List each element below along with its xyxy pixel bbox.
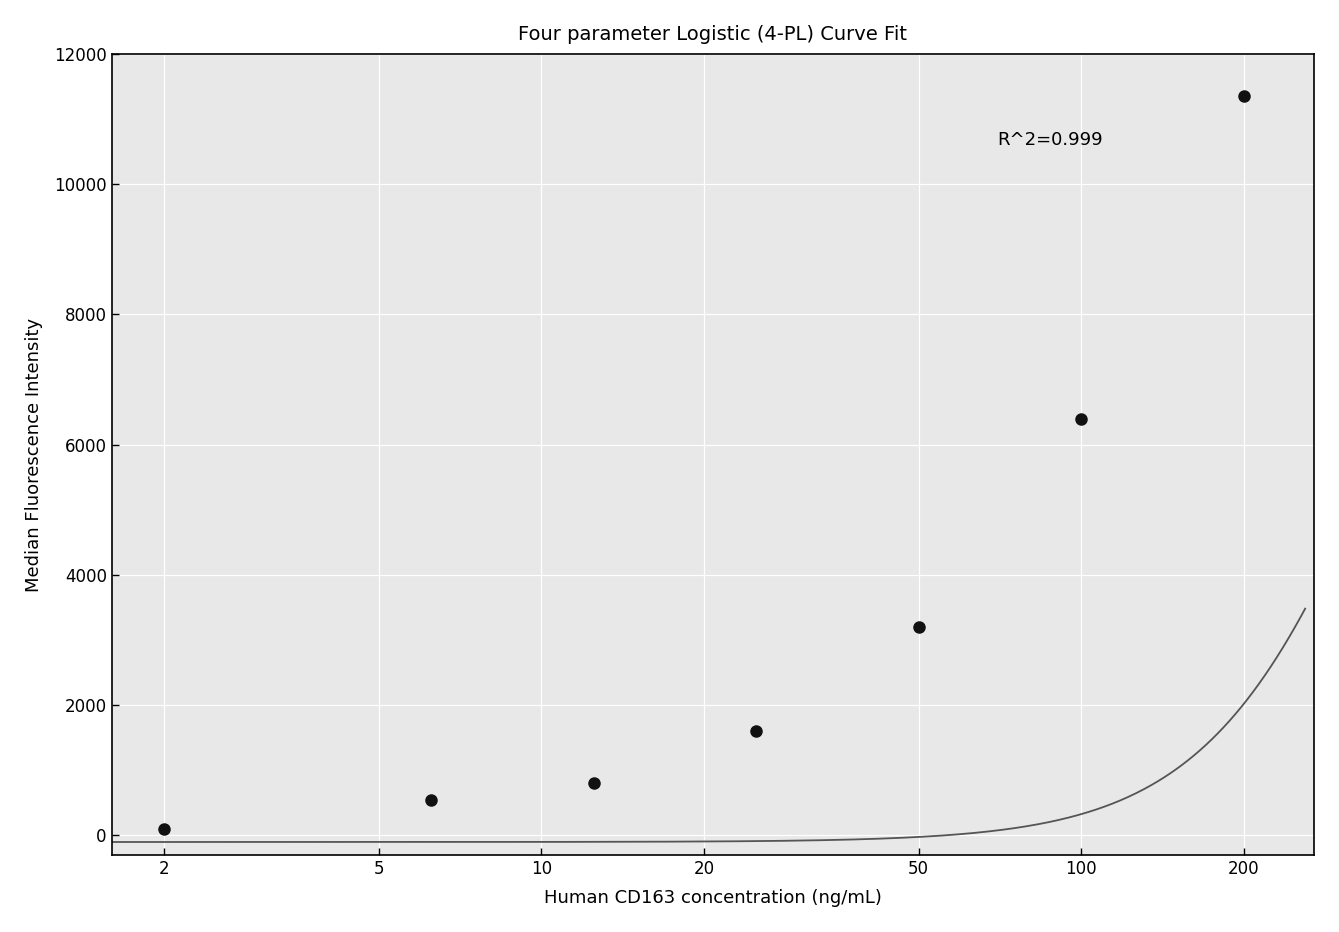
Point xyxy=(154,821,175,836)
X-axis label: Human CD163 concentration (ng/mL): Human CD163 concentration (ng/mL) xyxy=(544,889,882,907)
Text: R^2=0.999: R^2=0.999 xyxy=(998,131,1103,149)
Point xyxy=(582,776,604,791)
Title: Four parameter Logistic (4-PL) Curve Fit: Four parameter Logistic (4-PL) Curve Fit xyxy=(518,25,908,44)
Point xyxy=(420,792,442,807)
Point xyxy=(908,620,929,635)
Point xyxy=(746,724,767,739)
Point xyxy=(1233,89,1255,103)
Y-axis label: Median Fluorescence Intensity: Median Fluorescence Intensity xyxy=(25,318,43,592)
Point xyxy=(1070,411,1091,426)
